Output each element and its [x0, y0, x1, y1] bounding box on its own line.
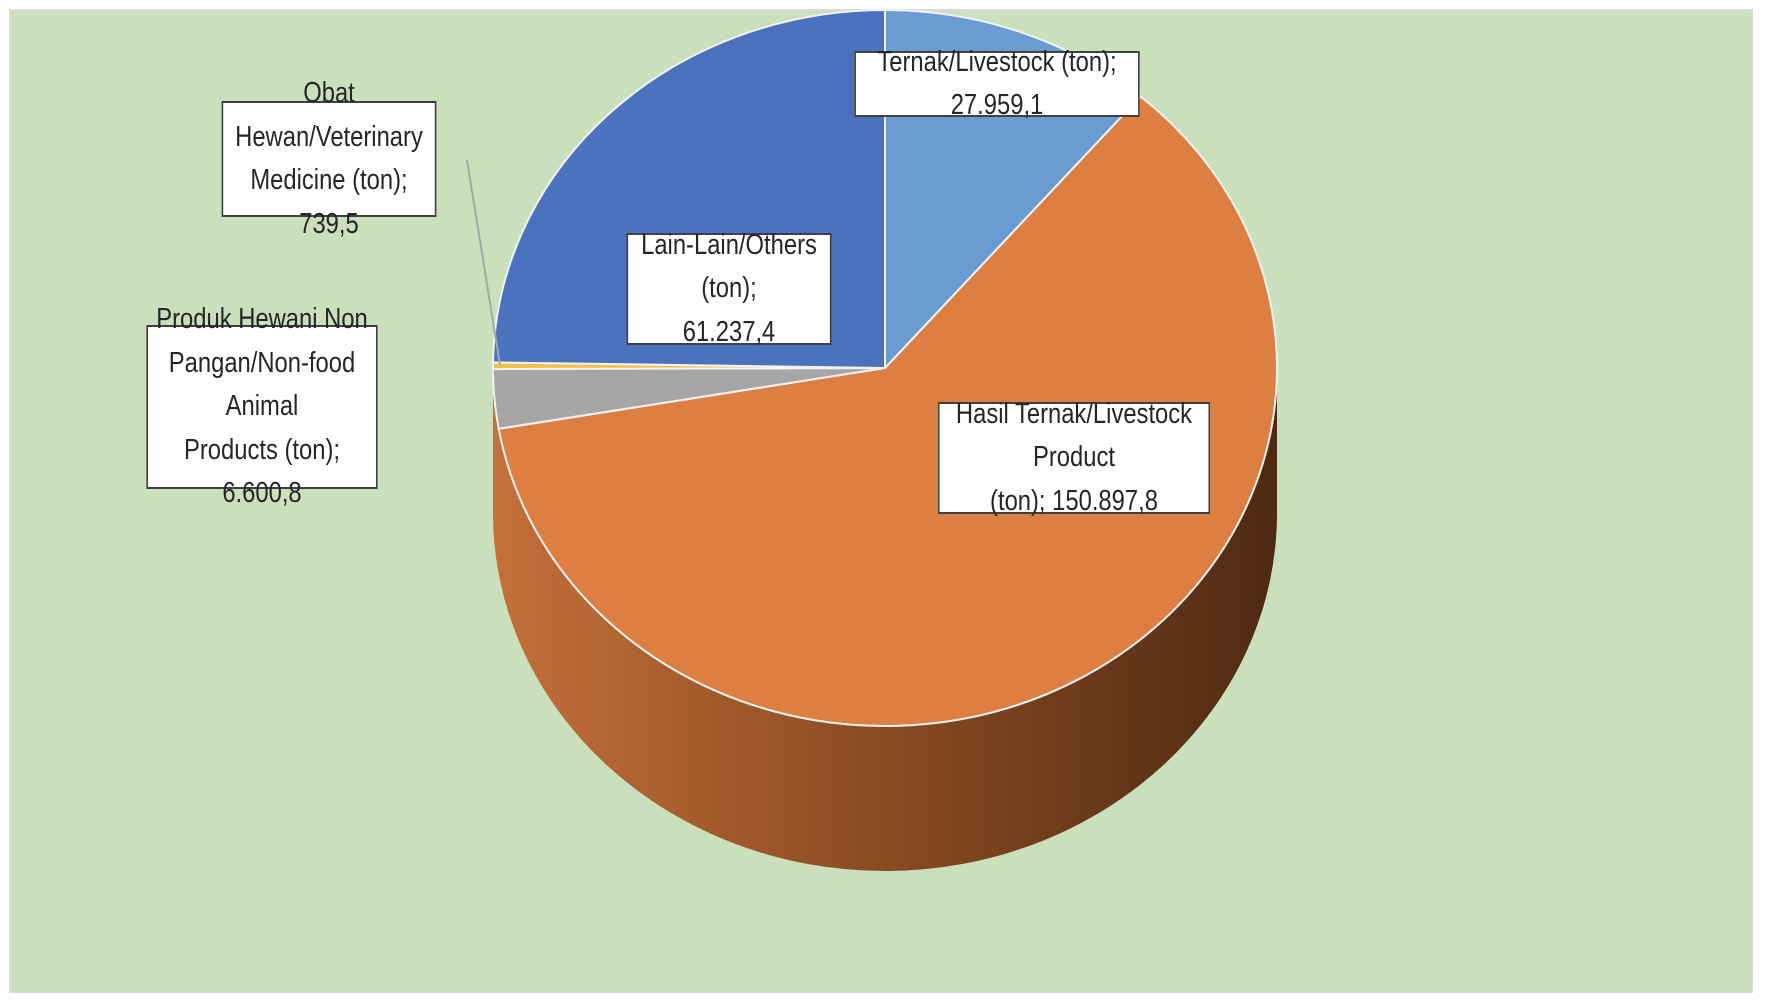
data-label-non-food-animal-products: Produk Hewani Non Pangan/Non-food Animal…	[146, 303, 378, 509]
data-label-livestock: Ternak/Livestock (ton); 27.959,1	[854, 46, 1140, 121]
data-label-veterinary-medicine: Obat Hewan/Veterinary Medicine (ton); 73…	[221, 77, 437, 240]
pie-side-wall	[493, 368, 1277, 871]
pie-slice-livestock-product	[497, 95, 1278, 727]
data-label-others: Lain-Lain/Others (ton); 61.237,4	[626, 229, 832, 348]
data-label-livestock-product: Hasil Ternak/Livestock Product (ton); 15…	[937, 398, 1211, 517]
leader-line	[466, 159, 501, 366]
